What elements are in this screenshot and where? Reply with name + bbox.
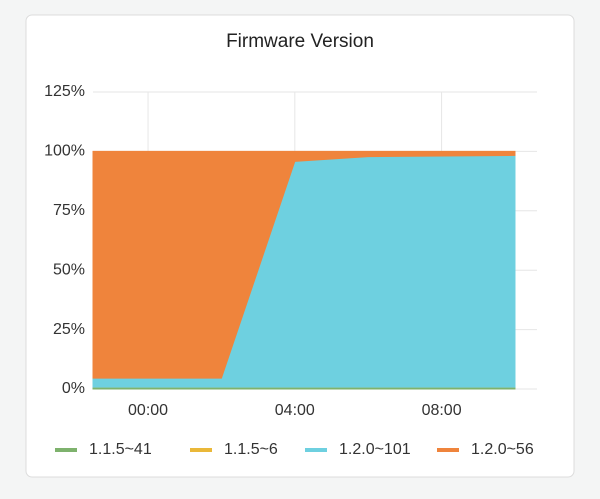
legend-label: 1.1.5~6	[224, 441, 278, 458]
legend-swatch	[437, 448, 459, 452]
y-tick-label: 100%	[44, 143, 85, 160]
legend-label: 1.1.5~41	[89, 441, 152, 458]
y-tick-label: 50%	[53, 261, 85, 278]
y-tick-label: 0%	[62, 380, 85, 397]
legend-swatch	[190, 448, 212, 452]
y-tick-label: 125%	[44, 83, 85, 100]
legend-swatch	[55, 448, 77, 452]
legend-swatch	[305, 448, 327, 452]
legend-label: 1.2.0~101	[339, 441, 411, 458]
y-tick-label: 75%	[53, 202, 85, 219]
x-tick-label: 00:00	[128, 402, 168, 419]
legend-label: 1.2.0~56	[471, 441, 534, 458]
chart-title: Firmware Version	[226, 31, 374, 52]
x-tick-label: 04:00	[275, 402, 315, 419]
y-tick-label: 25%	[53, 321, 85, 338]
area	[92, 150, 516, 379]
x-tick-label: 08:00	[422, 402, 462, 419]
